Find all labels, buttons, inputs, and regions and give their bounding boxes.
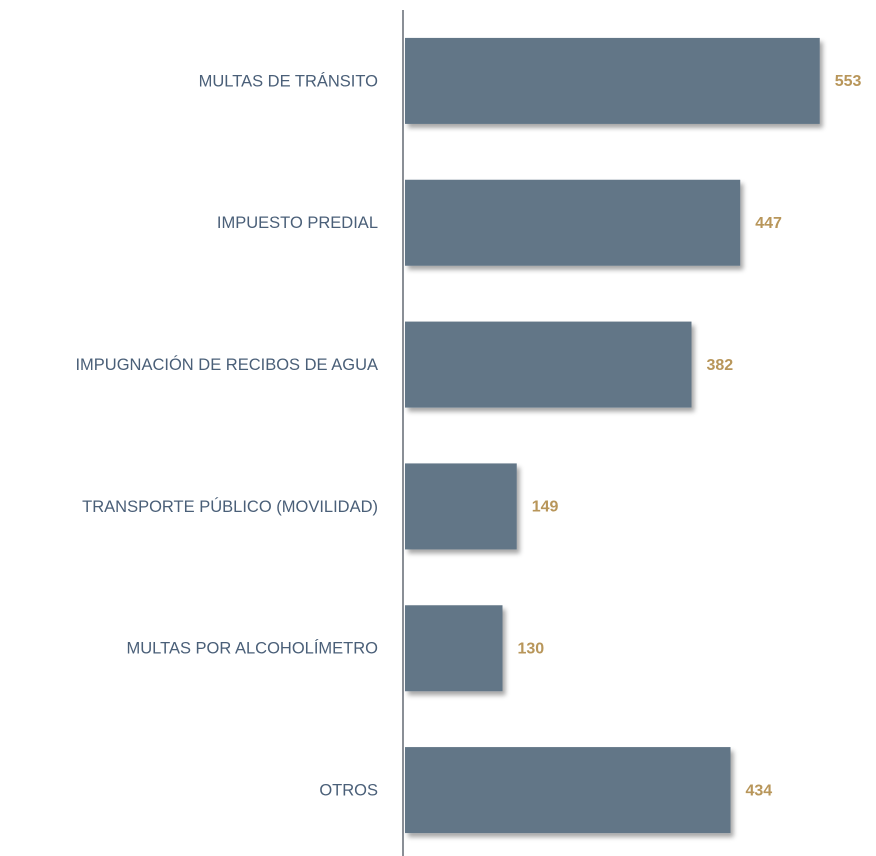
value-label: 553	[835, 73, 862, 90]
bar	[405, 321, 692, 408]
category-label: MULTAS POR ALCOHOLÍMETRO	[126, 639, 378, 658]
category-label: MULTAS DE TRÁNSITO	[199, 71, 379, 90]
category-label: OTROS	[319, 781, 378, 799]
value-label: 149	[532, 499, 559, 516]
bar	[405, 747, 731, 834]
bar	[405, 37, 820, 124]
category-label: IMPUGNACIÓN DE RECIBOS DE AGUA	[75, 355, 378, 374]
category-label: TRANSPORTE PÚBLICO (MOVILIDAD)	[82, 497, 378, 516]
bar	[405, 179, 741, 266]
value-label: 382	[707, 357, 734, 374]
category-label: IMPUESTO PREDIAL	[217, 214, 378, 232]
value-label: 447	[755, 215, 782, 232]
value-label: 434	[746, 782, 773, 799]
bar	[405, 605, 503, 692]
value-label: 130	[518, 640, 545, 657]
bar	[405, 463, 517, 550]
